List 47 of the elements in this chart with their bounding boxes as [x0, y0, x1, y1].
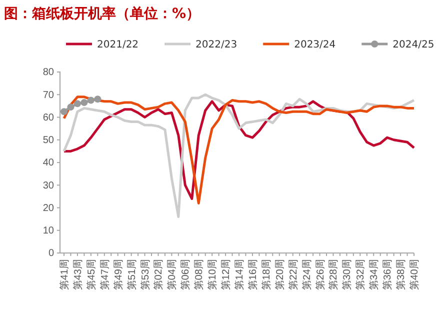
legend-label: 2021/22 — [97, 40, 139, 50]
point — [80, 99, 88, 106]
y-tick-label: 0 — [48, 248, 54, 260]
point — [87, 96, 94, 104]
x-tick-label: 第08周 — [193, 259, 206, 290]
x-tick-label: 第45周 — [85, 259, 98, 290]
x-tick-label: 第41周 — [58, 259, 70, 290]
x-tick-label: 第47周 — [98, 259, 111, 290]
y-tick-label: 70 — [42, 90, 54, 101]
x-tick-label: 第40周 — [408, 259, 420, 290]
x-tick-label: 第38周 — [395, 259, 408, 290]
chart-title: 图：箱纸板开机率（单位：%） — [4, 5, 200, 22]
x-tick-label: 第14周 — [234, 259, 246, 290]
x-tick-label: 第32周 — [354, 259, 367, 290]
y-tick-label: 40 — [42, 158, 54, 169]
x-tick-label: 第20周 — [274, 259, 286, 290]
legend-label: 2022/23 — [196, 40, 238, 50]
point — [60, 108, 68, 116]
y-tick-label: 60 — [42, 112, 54, 124]
x-tick-label: 第10周 — [206, 259, 219, 290]
x-tick-label: 第12周 — [220, 259, 232, 290]
legend-label: 2023/24 — [294, 40, 336, 50]
legend-label: 2024/25 — [392, 40, 434, 50]
x-tick-label: 第26周 — [314, 259, 326, 290]
x-tick-label: 第06周 — [180, 259, 192, 290]
x-tick-label: 第16周 — [246, 259, 259, 290]
x-tick-label: 第36周 — [382, 259, 394, 290]
point — [94, 96, 102, 103]
x-tick-label: 第24周 — [300, 259, 313, 290]
x-tick-label: 第28周 — [328, 259, 340, 290]
y-tick-label: 30 — [42, 180, 54, 192]
y-tick-label: 50 — [42, 135, 54, 146]
y-tick-label: 80 — [42, 67, 54, 78]
x-tick-label: 第53周 — [139, 259, 152, 290]
y-tick-label: 10 — [42, 226, 54, 237]
point — [67, 104, 74, 111]
x-tick-label: 第04周 — [166, 259, 178, 290]
x-tick-label: 第49周 — [112, 259, 124, 290]
point — [74, 100, 81, 108]
y-tick-label: 20 — [42, 202, 54, 214]
x-tick-label: 第02周 — [152, 259, 165, 290]
x-tick-label: 第43周 — [72, 259, 84, 290]
x-tick-label: 第30周 — [341, 259, 354, 290]
x-tick-label: 第18周 — [260, 259, 272, 290]
x-tick-label: 第34周 — [368, 259, 380, 290]
x-tick-label: 第22周 — [287, 259, 300, 290]
x-tick-label: 第51周 — [126, 259, 138, 290]
